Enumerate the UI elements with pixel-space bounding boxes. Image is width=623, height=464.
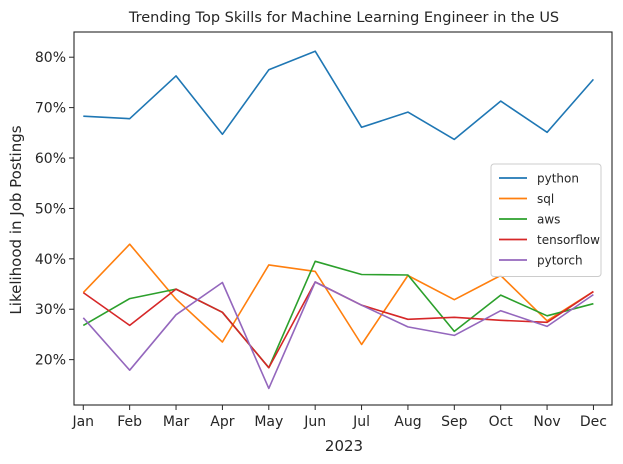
axes-layer: Jan Feb Mar Apr May Jun Jul Aug Sep Oct Nov Dec 20% 3… <box>35 31 613 430</box>
y-tick-label: 30% <box>35 302 66 318</box>
plot-layer <box>82 50 595 390</box>
x-tick-label: Jun <box>303 414 326 430</box>
series-line-tensorflow <box>82 281 594 369</box>
y-tick-label: 80% <box>35 50 66 66</box>
x-tick-label: May <box>254 414 283 430</box>
x-tick-label: Oct <box>489 414 514 430</box>
y-axis-label: Likelihood in Job Postings <box>7 125 25 314</box>
chart-title: Trending Top Skills for Machine Learning… <box>128 10 559 26</box>
x-tick-label: Jan <box>71 414 94 430</box>
y-tick-label: 40% <box>35 252 66 268</box>
x-tick-label: Nov <box>533 414 560 430</box>
x-tick-label: Mar <box>163 414 190 430</box>
x-tick-label: Feb <box>117 414 142 430</box>
y-tick-label: 50% <box>35 201 66 217</box>
series-line-aws <box>82 260 594 369</box>
legend-label-aws: aws <box>537 213 560 227</box>
legend-label-sql: sql <box>537 192 554 206</box>
x-tick-label: Apr <box>210 414 234 430</box>
x-tick-label: Dec <box>580 414 607 430</box>
legend: python sql aws tensorflow pytorch <box>490 163 602 277</box>
x-axis-label: 2023 <box>325 437 363 455</box>
series-line-python <box>83 50 595 141</box>
legend-label-python: python <box>537 172 579 186</box>
x-tick-label: Sep <box>441 414 468 430</box>
legend-box <box>490 163 602 277</box>
y-tick-label: 60% <box>35 151 66 167</box>
x-tick-label: Aug <box>394 414 421 430</box>
y-tick-label: 20% <box>35 353 66 369</box>
series-line-pytorch <box>82 281 594 390</box>
legend-label-pytorch: pytorch <box>537 254 583 268</box>
y-tick-label: 70% <box>35 101 66 117</box>
legend-label-tensorflow: tensorflow <box>537 233 600 247</box>
x-tick-label: Jul <box>352 414 370 430</box>
plot-frame <box>73 31 613 406</box>
